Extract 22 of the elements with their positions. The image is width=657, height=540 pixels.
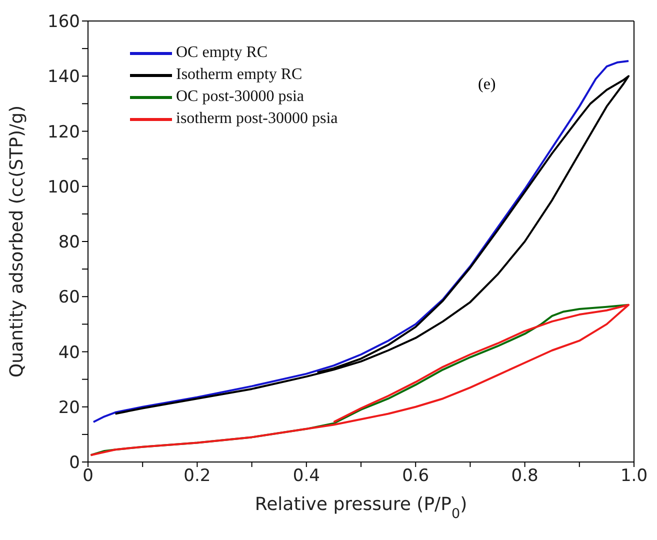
annotation: (e) — [478, 76, 496, 94]
y-tick-label: 140 — [48, 67, 80, 88]
y-tick-label: 120 — [48, 122, 80, 142]
x-tick-label: 0.8 — [511, 466, 538, 486]
y-tick-label: 20 — [58, 398, 80, 418]
y-tick-label: 40 — [58, 342, 80, 363]
legend-label: isotherm post-30000 psia — [176, 109, 338, 129]
legend-label: Isotherm empty RC — [176, 65, 302, 85]
y-axis-title: Quantity adsorbed (cc(STP)/g) — [6, 105, 28, 378]
x-axis-title: Relative pressure (P/P$_{0}$) — [254, 494, 468, 522]
x-tick-label: 1.0 — [620, 466, 648, 486]
y-tick-label: 100 — [48, 177, 80, 198]
legend-label: OC post-30000 psia — [176, 87, 304, 107]
x-tick-label: 0.2 — [184, 466, 211, 486]
y-tick-label: 80 — [58, 232, 80, 253]
legend-label: OC empty RC — [176, 43, 268, 63]
x-tick-label: 0.6 — [402, 466, 430, 486]
y-tick-label: 60 — [58, 288, 80, 308]
y-tick-label: 160 — [48, 12, 80, 32]
x-tick-label: 0.4 — [292, 466, 320, 486]
x-tick-label: 0 — [82, 466, 94, 486]
y-tick-label: 0 — [69, 453, 80, 474]
